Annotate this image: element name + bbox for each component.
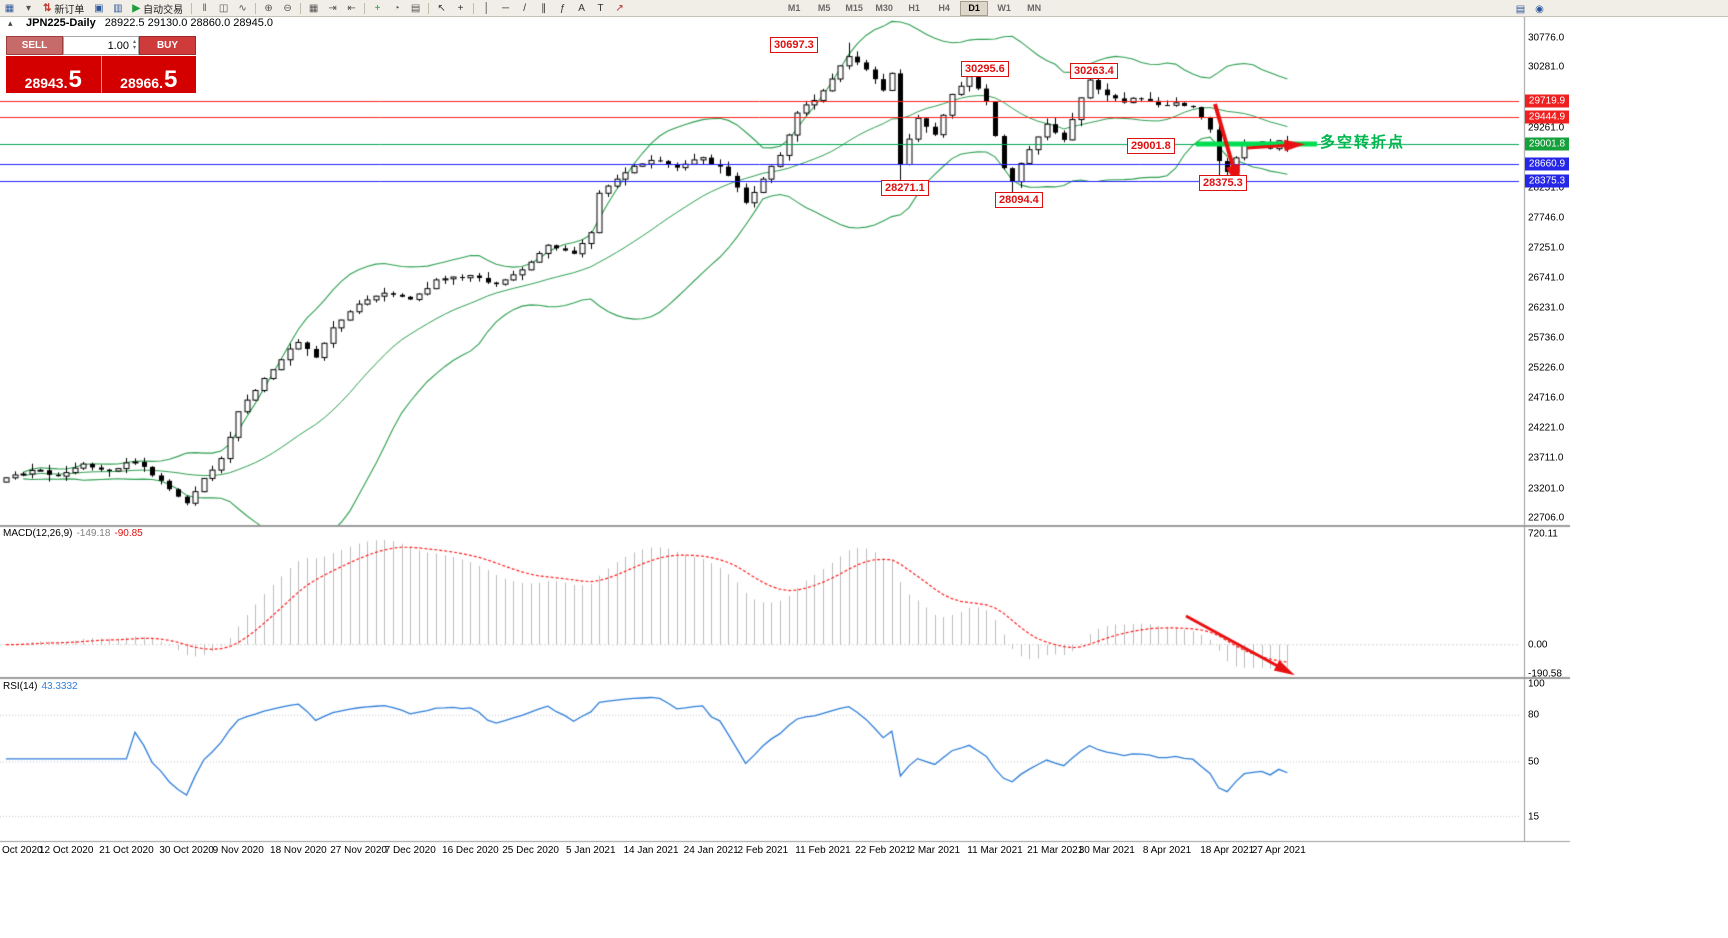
tile-windows-icon[interactable]: ▦ xyxy=(308,2,319,14)
bid-price[interactable]: 28943. 5 xyxy=(6,56,101,93)
price-level-badge: 28660.9 xyxy=(1525,157,1569,171)
toolbar-right-group: ▤ ◉ xyxy=(1511,1,1549,17)
timeframe-H4[interactable]: H4 xyxy=(938,2,950,13)
toolbar-separator xyxy=(255,2,257,14)
one-click-buttons-row: SELL 1.00 ▴ ▾ BUY xyxy=(6,36,196,55)
crosshair-icon[interactable]: + xyxy=(457,2,464,14)
sell-button[interactable]: SELL xyxy=(6,36,63,55)
timeframe-H1[interactable]: H1 xyxy=(908,2,920,13)
ask-pip-digit: 5 xyxy=(163,66,178,93)
symbol-name: JPN225-Daily xyxy=(26,17,96,29)
chart-profile-icon[interactable]: ▤ xyxy=(1515,3,1526,15)
ask-main-digits: 28966. xyxy=(120,75,163,91)
auto-scroll-icon[interactable]: ⇥ xyxy=(328,2,337,14)
new-order-button[interactable]: ⇅ 新订单 xyxy=(38,1,89,16)
autotrade-label: 自动交易 xyxy=(143,4,184,16)
buy-button[interactable]: BUY xyxy=(139,36,196,55)
window-tile-icon[interactable]: ▥ xyxy=(113,2,123,14)
horizontal-line-icon[interactable]: ─ xyxy=(502,2,510,14)
text-label-icon[interactable]: T xyxy=(597,2,604,14)
line-chart-icon[interactable]: ∿ xyxy=(238,2,247,14)
toolbar-separator xyxy=(191,2,193,14)
price-callout-label[interactable]: 28375.3 xyxy=(1199,175,1247,191)
one-click-toggle-icon[interactable]: ▴ xyxy=(8,18,13,28)
spinner-down-icon[interactable]: ▾ xyxy=(132,44,136,51)
one-click-trading-panel: SELL 1.00 ▴ ▾ BUY 28943. 5 28966. 5 xyxy=(6,36,196,93)
turning-point-annotation: 多空转折点 xyxy=(1320,134,1406,151)
volume-value: 1.00 xyxy=(107,39,129,52)
bid-pip-digit: 5 xyxy=(68,66,82,93)
arrows-tool-icon[interactable]: ↗ xyxy=(615,2,624,14)
bar-chart-icon[interactable]: ‖ xyxy=(202,2,207,14)
timeframe-M5[interactable]: M5 xyxy=(817,2,831,13)
volume-input[interactable]: 1.00 ▴ ▾ xyxy=(63,36,139,55)
new-order-label: 新订单 xyxy=(54,4,85,16)
timeframe-M15[interactable]: M15 xyxy=(845,2,863,13)
channel-icon[interactable]: ∥ xyxy=(541,2,547,14)
help-icon[interactable]: ◉ xyxy=(1535,3,1544,15)
text-icon[interactable]: A xyxy=(578,2,585,14)
timeframe-MN[interactable]: MN xyxy=(1027,2,1042,13)
bid-ask-display: 28943. 5 28966. 5 xyxy=(6,56,196,93)
ask-price[interactable]: 28966. 5 xyxy=(100,56,197,93)
macd-title: MACD(12,26,9) xyxy=(3,528,73,539)
price-callout-label[interactable]: 28094.4 xyxy=(995,192,1043,208)
chart-shift-icon[interactable]: ⇤ xyxy=(347,2,356,14)
templates-icon[interactable]: ▤ xyxy=(410,2,421,14)
price-callout-label[interactable]: 30295.6 xyxy=(961,61,1009,77)
timeframe-W1[interactable]: W1 xyxy=(997,2,1011,13)
toolbar-left-group: ▦ ▾ ⇅ 新订单 ▣ ▥ ▶ 自动交易 ‖ ◫ ∿ ⊕ ⊖ ▦ ⇥ ⇤ + ◔ ▤ ↖ + │ ─ / ∥ ƒ A T ↗ xyxy=(0,0,629,16)
timeframe-D1[interactable]: D1 xyxy=(960,0,989,16)
chart-symbol-header: JPN225-Daily 28922.5 29130.0 28860.0 289… xyxy=(26,17,273,29)
toolbar-separator xyxy=(428,2,430,14)
zoom-out-icon[interactable]: ⊖ xyxy=(283,2,292,14)
price-callout-label[interactable]: 30263.4 xyxy=(1070,63,1118,79)
price-level-badge: 28375.3 xyxy=(1525,174,1569,188)
new-chart-icon[interactable]: ▦ xyxy=(4,2,15,14)
price-level-badge: 29001.8 xyxy=(1525,137,1569,151)
bid-main-digits: 28943. xyxy=(24,75,68,91)
indicators-add-icon[interactable]: + xyxy=(374,2,381,14)
timeframe-M30[interactable]: M30 xyxy=(875,2,893,13)
timeframe-toolbar: M1 M5 M15 M30 H1 H4 D1 W1 MN xyxy=(779,0,1049,16)
price-level-badge: 29444.9 xyxy=(1525,110,1569,124)
new-order-icon: ⇅ xyxy=(43,2,52,14)
ohlc-values: 28922.5 29130.0 28860.0 28945.0 xyxy=(104,17,273,29)
rsi-value: 43.3332 xyxy=(41,681,78,692)
window-cascade-icon[interactable]: ▣ xyxy=(94,2,104,14)
price-callout-label[interactable]: 30697.3 xyxy=(770,37,818,53)
main-toolbar: ▦ ▾ ⇅ 新订单 ▣ ▥ ▶ 自动交易 ‖ ◫ ∿ ⊕ ⊖ ▦ ⇥ ⇤ + ◔ ▤ ↖ + │ ─ / ∥ ƒ A T ↗ M1 M5 M… xyxy=(0,0,1728,17)
rsi-title: RSI(14) xyxy=(3,681,38,692)
price-callout-label[interactable]: 28271.1 xyxy=(881,180,929,196)
fibonacci-icon[interactable]: ƒ xyxy=(559,2,566,14)
price-level-badge: 29719.9 xyxy=(1525,94,1569,108)
spinner-up-icon[interactable]: ▴ xyxy=(132,38,136,45)
vertical-line-icon[interactable]: │ xyxy=(483,2,490,14)
toolbar-separator xyxy=(473,2,475,14)
rsi-indicator-label: RSI(14) 43.3332 xyxy=(3,681,78,692)
trend-line-icon[interactable]: / xyxy=(523,2,526,14)
zoom-in-icon[interactable]: ⊕ xyxy=(264,2,273,14)
macd-main-value: -149.18 xyxy=(76,528,111,539)
candlestick-chart-icon[interactable]: ◫ xyxy=(218,2,229,14)
volume-spinner[interactable]: ▴ ▾ xyxy=(132,38,136,52)
price-callout-label[interactable]: 29001.8 xyxy=(1127,138,1175,154)
autotrade-button[interactable]: ▶ 自动交易 xyxy=(127,1,188,16)
periods-icon[interactable]: ◔ xyxy=(393,2,400,14)
toolbar-separator xyxy=(364,2,366,14)
toolbar-separator xyxy=(300,2,302,14)
timeframe-M1[interactable]: M1 xyxy=(787,2,801,13)
profiles-icon[interactable]: ▾ xyxy=(25,2,32,14)
autotrade-icon: ▶ xyxy=(132,2,141,14)
cursor-icon[interactable]: ↖ xyxy=(437,2,446,14)
macd-signal-value: -90.85 xyxy=(114,528,143,539)
macd-indicator-label: MACD(12,26,9) -149.18 -90.85 xyxy=(3,528,143,539)
